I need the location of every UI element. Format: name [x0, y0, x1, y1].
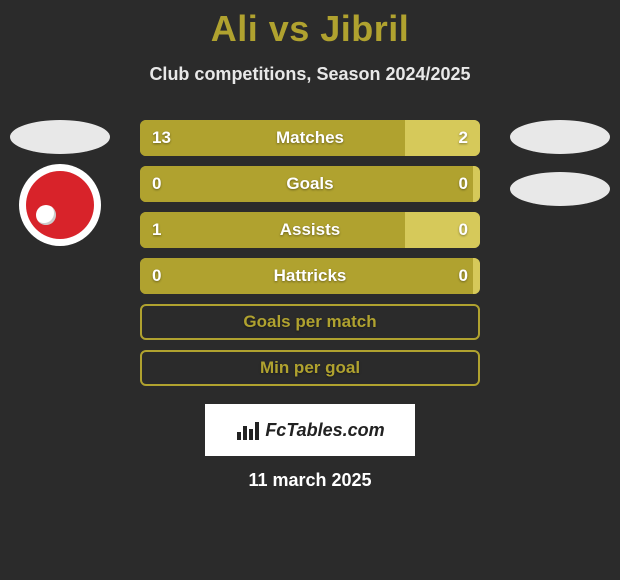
stat-label: Assists [140, 220, 480, 240]
stat-row: 00Goals [140, 166, 480, 202]
stat-row: 10Assists [140, 212, 480, 248]
player-left-club-badge [19, 164, 101, 246]
player-right-club-placeholder [510, 172, 610, 206]
stat-row: Goals per match [140, 304, 480, 340]
player-right-block [510, 120, 610, 206]
player-left-block [10, 120, 110, 246]
watermark-text: FcTables.com [265, 420, 384, 441]
bar-chart-icon [235, 420, 259, 440]
stat-label: Goals [140, 174, 480, 194]
fctables-watermark: FcTables.com [205, 404, 415, 456]
stat-label: Goals per match [142, 312, 478, 332]
player-right-avatar [510, 120, 610, 154]
comparison-date: 11 march 2025 [0, 470, 620, 491]
stat-row: Min per goal [140, 350, 480, 386]
player-left-avatar [10, 120, 110, 154]
comparison-subtitle: Club competitions, Season 2024/2025 [0, 64, 620, 85]
stats-bars: 132Matches 00Goals 10Assists 00Hattricks Goa… [140, 120, 480, 396]
stat-label: Min per goal [142, 358, 478, 378]
comparison-title: Ali vs Jibril [0, 0, 620, 50]
soccer-ball-icon [36, 205, 56, 225]
stat-row: 132Matches [140, 120, 480, 156]
stat-label: Matches [140, 128, 480, 148]
stat-row: 00Hattricks [140, 258, 480, 294]
stat-label: Hattricks [140, 266, 480, 286]
